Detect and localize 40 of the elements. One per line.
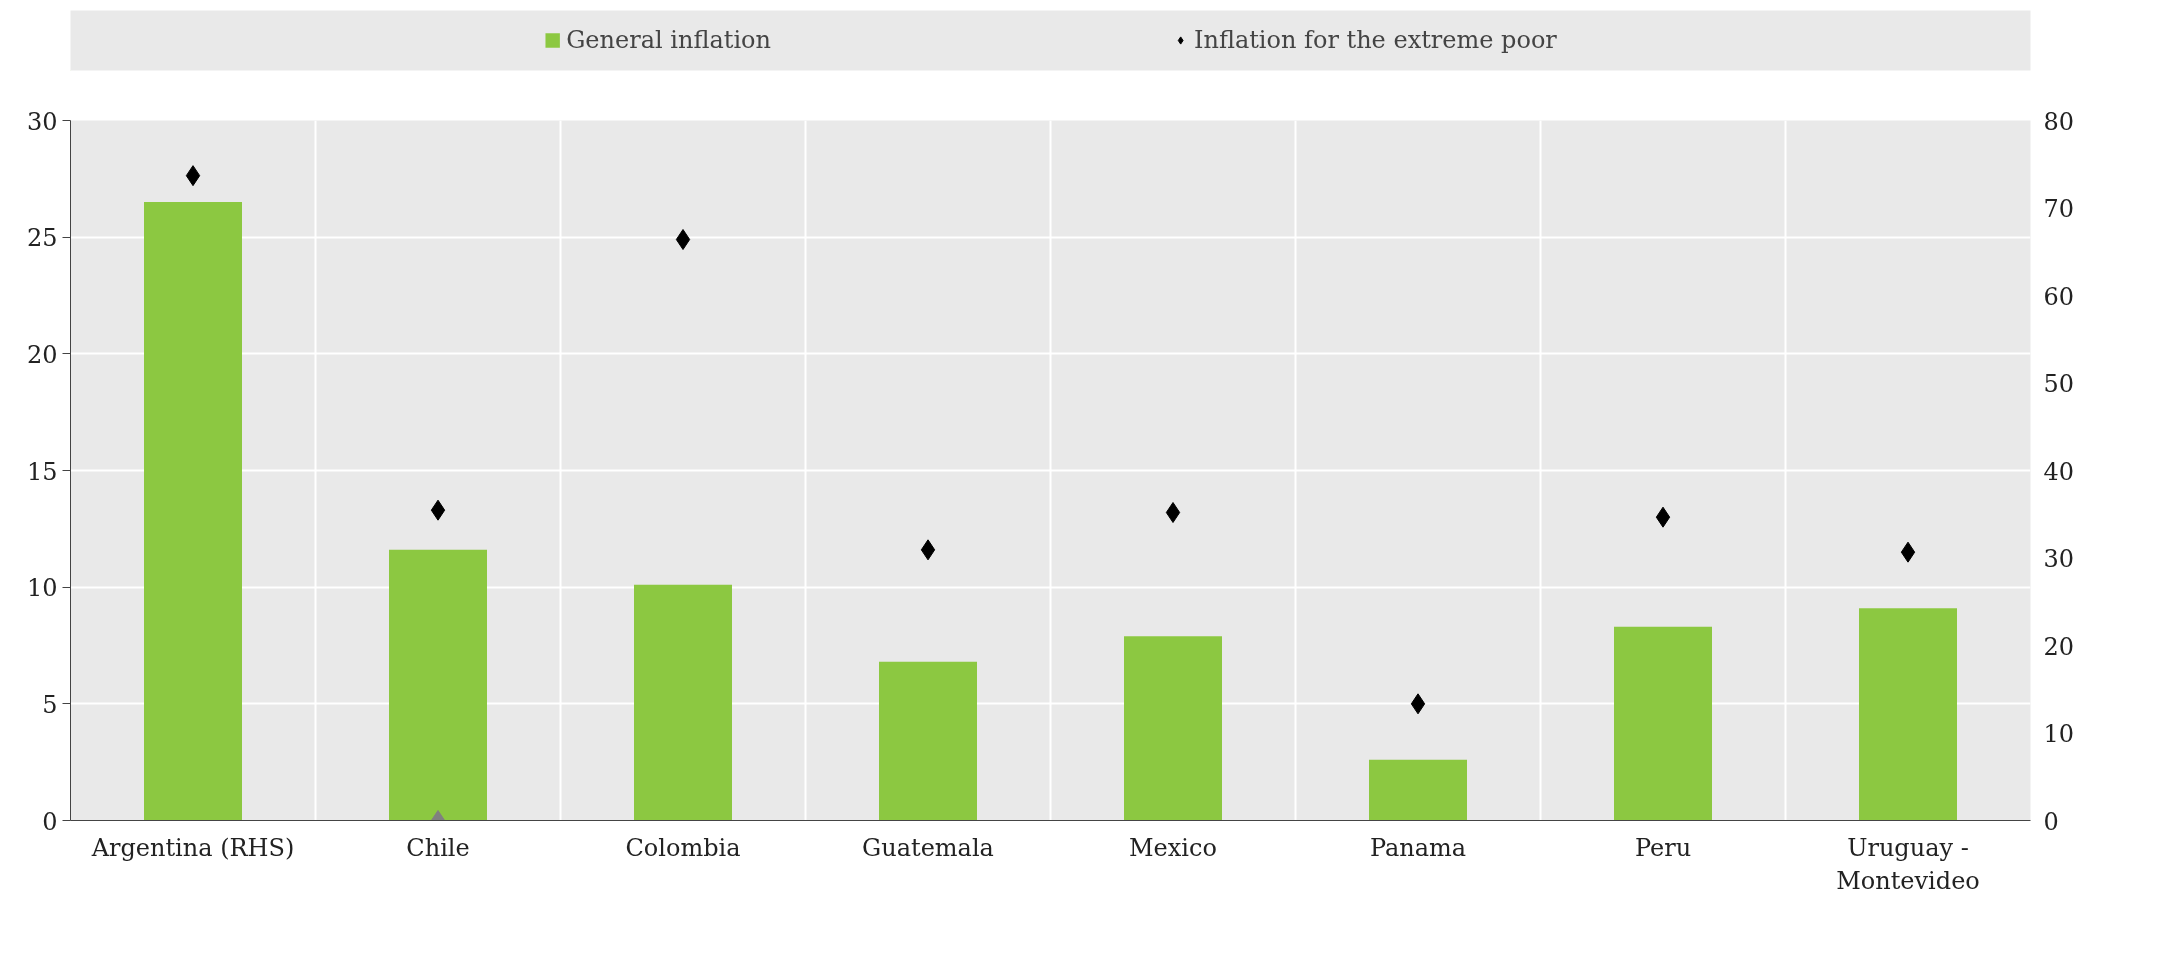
y2-tick-label: 0: [2043, 807, 2059, 836]
bar: [634, 584, 732, 821]
y-tick-label: 15: [26, 457, 58, 486]
bar: [879, 661, 977, 821]
point: [675, 229, 691, 250]
y2-tick-label: 30: [2043, 545, 2075, 573]
y2-tick-label: 60: [2043, 282, 2075, 311]
legend-label: General inflation: [566, 26, 771, 54]
y2-tick-label: 80: [2043, 107, 2075, 136]
y-tick-label: 10: [26, 574, 58, 603]
bar: [389, 549, 487, 821]
y2-tick-label: 40: [2043, 457, 2075, 486]
x-tick-label: Chile: [406, 833, 470, 862]
point: [1655, 506, 1671, 528]
bar: [1124, 636, 1222, 821]
y2-tick-label: 20: [2043, 632, 2075, 661]
y-tick-label: 5: [42, 690, 58, 719]
y2-tick-label: 50: [2043, 370, 2075, 398]
legend-label: Inflation for the extreme poor: [1193, 26, 1557, 54]
x-tick-label: Peru: [1634, 833, 1692, 862]
x-tick-label: Panama: [1369, 833, 1467, 862]
y-tick-label: 20: [26, 340, 58, 369]
y-tick-label: 30: [26, 107, 58, 136]
point: [1165, 502, 1181, 523]
bar: [1614, 626, 1712, 821]
x-tick-label: Uruguay - Montevideo: [1836, 833, 1980, 896]
bar: [1369, 759, 1467, 821]
y-tick-label: 0: [42, 807, 58, 836]
x-tick-label: Guatemala: [862, 833, 994, 862]
y2-tick-label: 70: [2043, 195, 2075, 223]
bar: [1859, 608, 1957, 821]
x-tick-label: Argentina (RHS): [90, 833, 295, 862]
x-tick-label: Mexico: [1129, 833, 1217, 862]
point: [1410, 693, 1426, 715]
point: [920, 539, 936, 561]
point: [430, 499, 446, 521]
y2-tick-label: 10: [2043, 720, 2075, 748]
point: [1900, 541, 1916, 563]
x-tick-label: Colombia: [625, 833, 741, 862]
y-tick-label: 25: [26, 224, 58, 253]
